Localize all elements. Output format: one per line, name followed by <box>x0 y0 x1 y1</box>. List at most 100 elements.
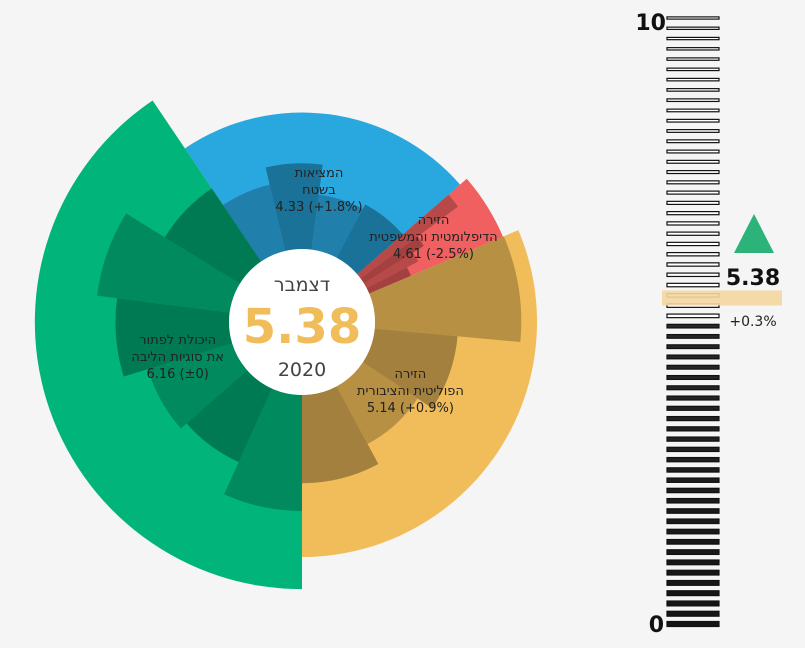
sub-bar-core-4 <box>97 213 240 313</box>
scale-tick <box>666 47 720 51</box>
scale-tick <box>666 538 720 545</box>
segment-label-core: היכולת לפתור את סוגיות הליבה 6.16 (±0) <box>131 333 224 382</box>
scale-tick <box>666 559 720 566</box>
scale-tick <box>666 108 720 113</box>
scale-tick <box>666 610 720 617</box>
scale-tick <box>666 569 720 576</box>
sub-bar-political-1 <box>362 328 458 409</box>
sub-bar-diplomatic-2 <box>363 252 419 289</box>
sub-bar-ground-2 <box>311 194 363 258</box>
sub-bar-core-0 <box>224 388 302 511</box>
scale-tick <box>666 590 720 597</box>
scale-tick <box>666 549 720 556</box>
scale-tick <box>666 159 720 164</box>
scale-tick <box>666 620 720 628</box>
segment-label-line: 5.14 (+0.9%) <box>367 401 454 416</box>
center-month: דצמבר <box>274 274 330 296</box>
scale-tick <box>666 251 720 257</box>
segment-label-ground: המציאות בשטח 4.33 (+1.8%) <box>275 166 362 215</box>
scale-tick <box>666 364 720 370</box>
scale-tick <box>666 600 720 607</box>
trend-up-icon <box>734 214 774 253</box>
segment-label-line: הדיפלומטית והמשפטית <box>369 230 497 245</box>
segment-label-line: 4.33 (+1.8%) <box>275 200 362 215</box>
scale-min-label: 0 <box>649 613 664 638</box>
center-disc <box>229 249 375 395</box>
scale-tick <box>666 405 720 411</box>
sub-bar-ground-1 <box>265 163 323 251</box>
scale-tick <box>666 231 720 236</box>
sub-bar-core-5 <box>164 188 262 284</box>
current-value-marker <box>662 290 782 306</box>
scale-tick <box>666 508 720 514</box>
scale-tick <box>666 88 720 92</box>
scale-tick <box>666 221 720 226</box>
scale-tick <box>666 200 720 206</box>
scale-tick <box>666 477 720 483</box>
scale-tick <box>666 16 720 20</box>
segment-label-line: בשטח <box>302 183 336 198</box>
scale-tick <box>666 180 720 185</box>
scale-bars <box>666 16 720 628</box>
scale-max-label: 10 <box>635 11 666 36</box>
scale-tick <box>666 374 720 381</box>
scale-tick <box>666 467 720 473</box>
segment-label-line: הזירה <box>418 213 450 228</box>
scale-tick <box>666 415 720 422</box>
scale-tick <box>666 149 720 154</box>
scale-tick <box>666 313 720 319</box>
segment-label-line: המציאות <box>295 166 344 181</box>
scale-tick <box>666 190 720 195</box>
center-value: 5.38 <box>243 299 361 355</box>
scale-tick <box>666 344 720 350</box>
scale-tick <box>666 395 720 401</box>
overall-scale: 10 0 5.38 +0.3% <box>635 11 782 638</box>
scale-tick <box>666 139 720 144</box>
segment-label-line: הזירה <box>395 367 427 382</box>
scale-tick <box>666 170 720 175</box>
sub-bar-core-2 <box>147 343 248 429</box>
scale-tick <box>666 241 720 247</box>
sub-bar-ground-0 <box>223 184 286 262</box>
scale-tick <box>666 487 720 494</box>
scale-tick <box>666 518 720 525</box>
scale-tick <box>666 282 720 288</box>
scale-tick <box>666 426 720 432</box>
segment-label-line: היכולת לפתור <box>139 333 216 348</box>
overall-change: +0.3% <box>729 314 776 330</box>
scale-tick <box>666 436 720 442</box>
scale-tick <box>666 354 720 360</box>
segment-label-political: הזירה הפוליטית והציבורית 5.14 (+0.9%) <box>357 367 464 416</box>
sub-bar-core-3 <box>115 298 233 377</box>
scale-tick <box>666 446 720 453</box>
sub-bar-ground-3 <box>336 204 403 275</box>
sub-bar-political-2 <box>336 362 418 445</box>
center-year: 2020 <box>278 359 326 381</box>
scale-tick <box>666 497 720 504</box>
sub-bar-political-3 <box>302 386 379 484</box>
scale-tick <box>666 129 720 133</box>
scale-tick <box>666 118 720 123</box>
scale-tick <box>666 528 720 535</box>
scale-tick <box>666 272 720 278</box>
scale-tick <box>666 456 720 463</box>
sub-bar-core-1 <box>186 370 272 463</box>
sub-bar-diplomatic-0 <box>357 194 458 279</box>
scale-tick <box>666 77 720 82</box>
scale-tick <box>666 323 720 329</box>
scale-tick <box>666 26 720 30</box>
overall-value: 5.38 <box>726 266 780 291</box>
sub-bar-layer <box>97 163 522 511</box>
scale-tick <box>666 67 720 72</box>
scale-tick <box>666 262 720 267</box>
scale-tick <box>666 36 720 41</box>
segment-label-line: הפוליטית והציבורית <box>357 384 464 399</box>
sub-bar-diplomatic-3 <box>366 267 411 294</box>
segment-label-line: 6.16 (±0) <box>146 367 208 382</box>
scale-tick <box>666 579 720 586</box>
segment-label-line: 4.61 (-2.5%) <box>393 247 474 262</box>
segment-label-diplomatic: הזירה הדיפלומטית והמשפטית 4.61 (-2.5%) <box>369 213 497 262</box>
scale-tick <box>666 385 720 391</box>
scale-tick <box>666 57 720 61</box>
